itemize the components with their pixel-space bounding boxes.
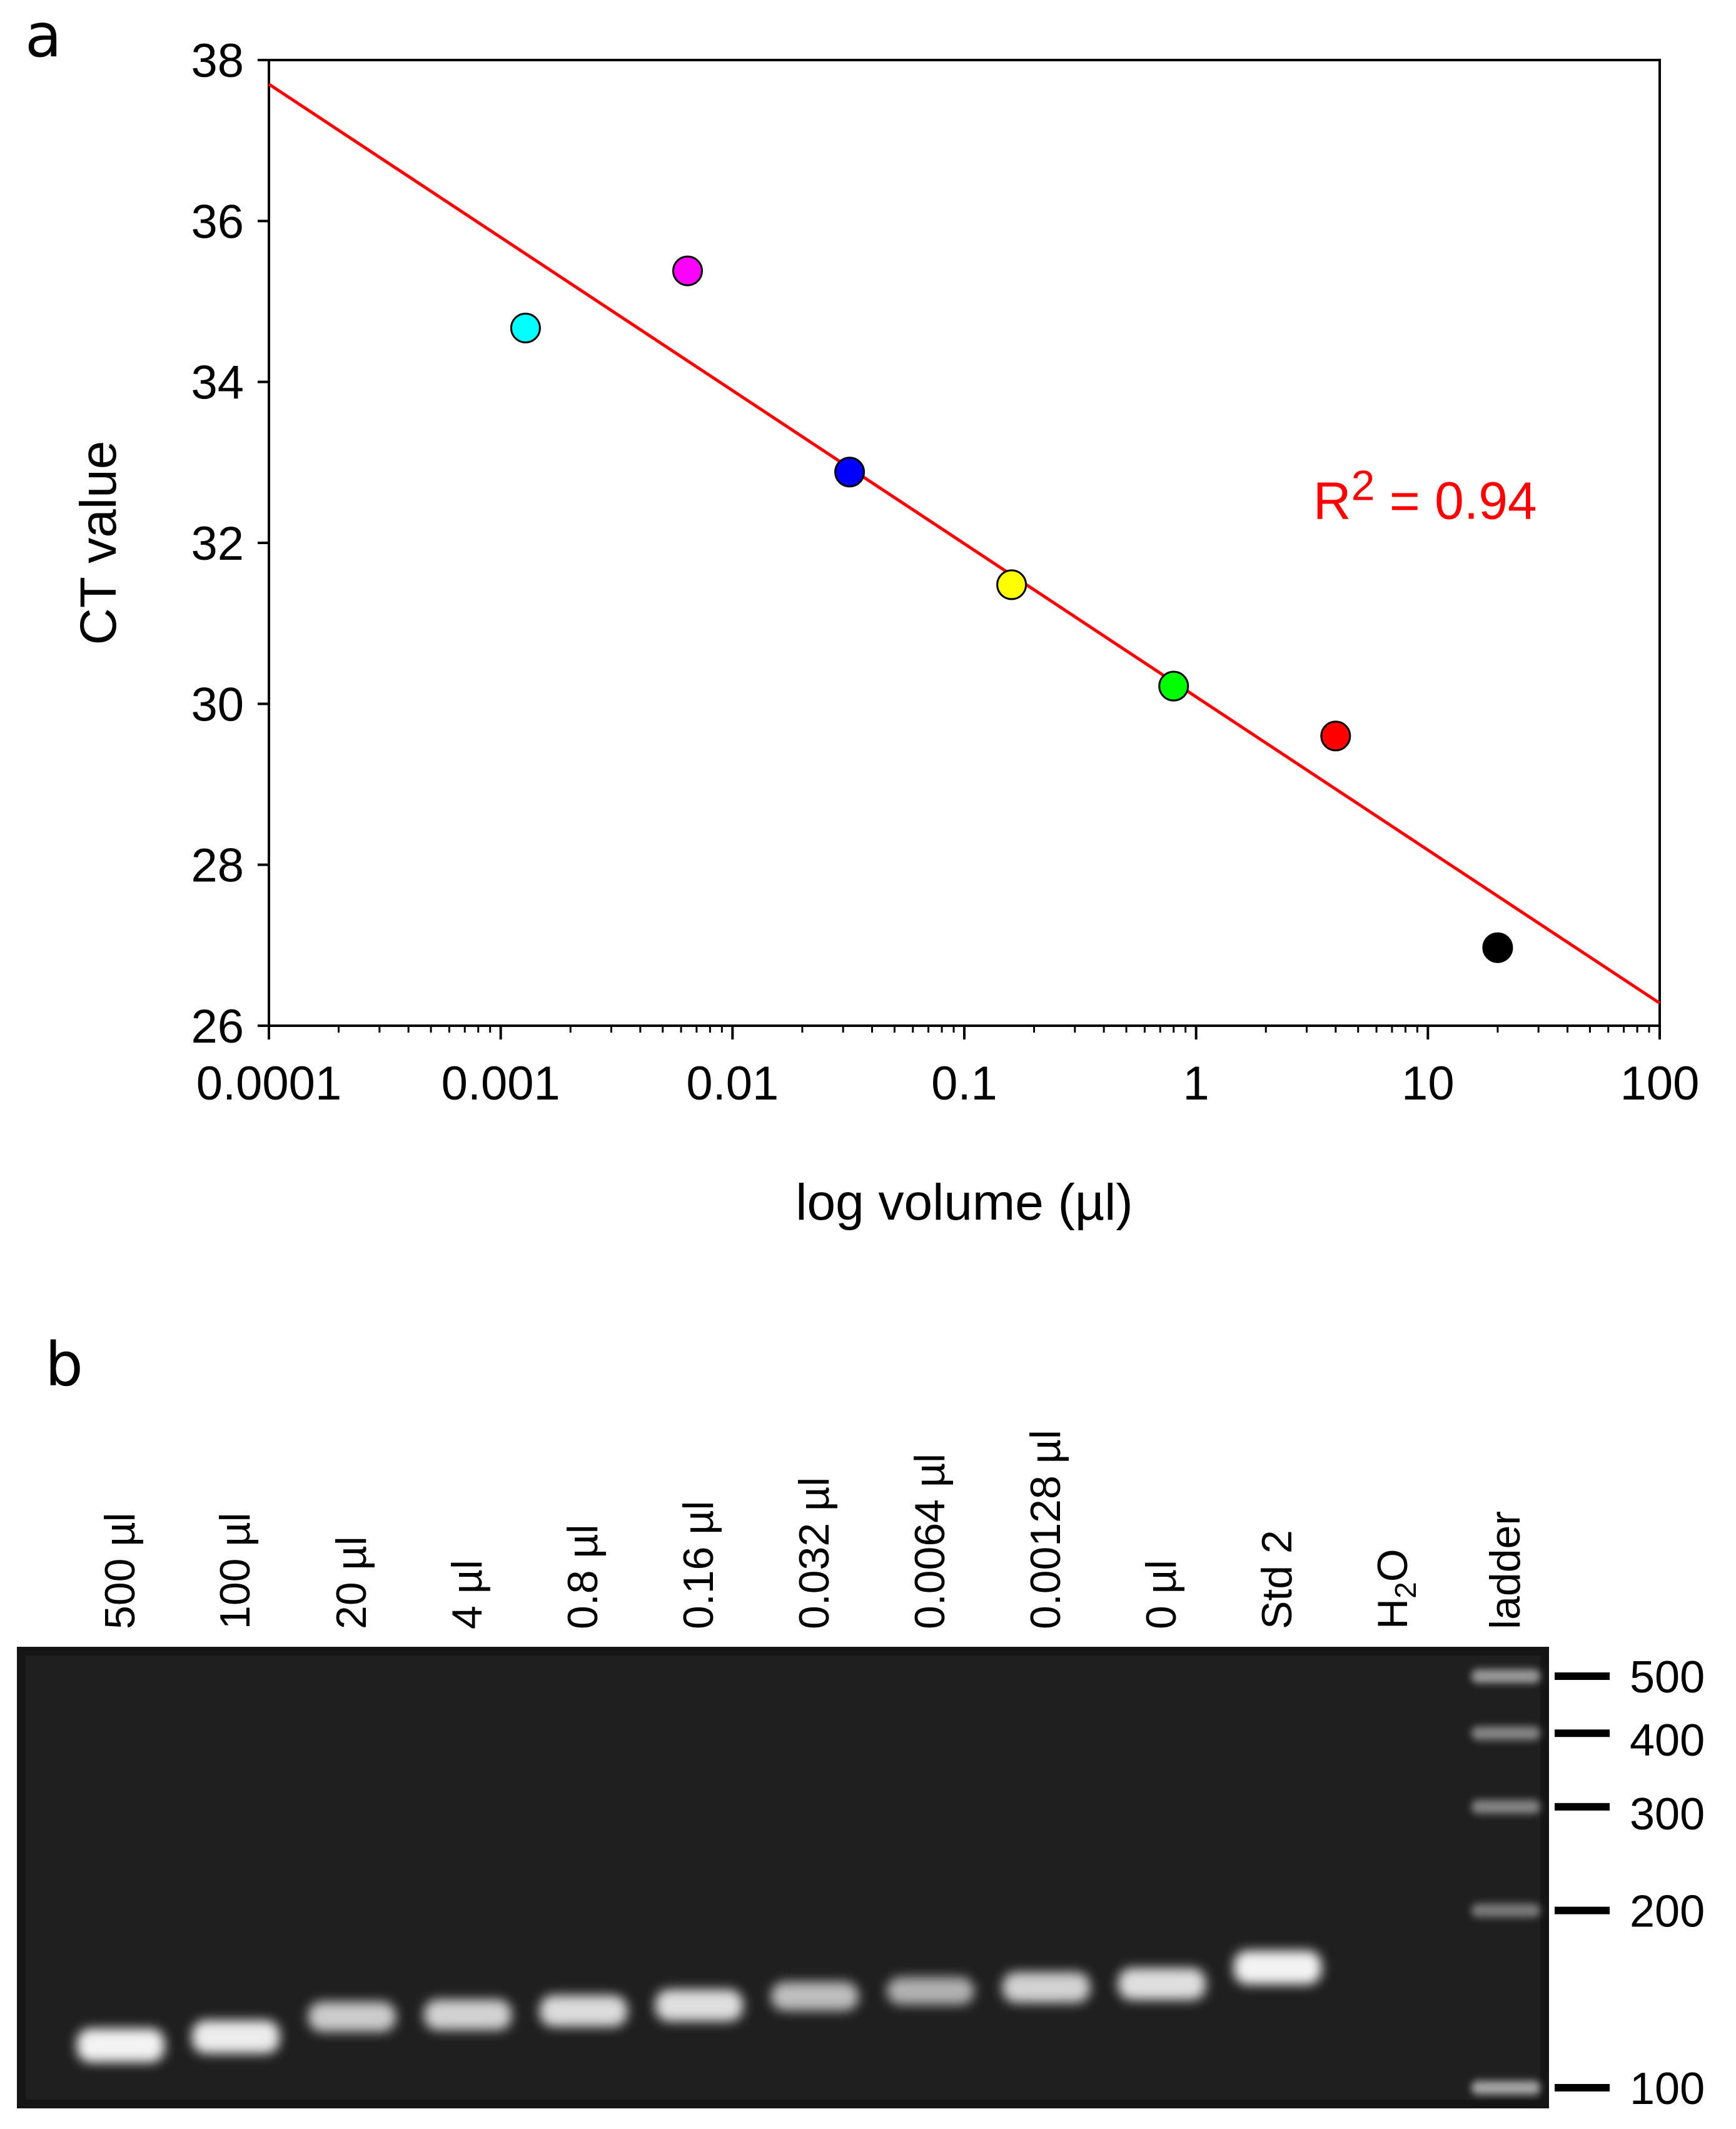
y-tick-label: 36 <box>191 195 244 248</box>
lane-label: 20 µl <box>328 1536 375 1629</box>
x-tick-label: 0.01 <box>686 1057 779 1110</box>
x-tick-label: 0.001 <box>442 1057 560 1110</box>
r-squared-value: = 0.94 <box>1375 471 1537 530</box>
data-points-layer <box>510 255 1513 963</box>
lane-label: 0.00128 µl <box>1022 1430 1069 1629</box>
x-axis: 0.0001 0.001 0.01 0.1 1 10 100 <box>196 1026 1700 1110</box>
size-marker-label: 100 <box>1630 2064 1705 2114</box>
y-tick-label: 30 <box>191 678 244 731</box>
size-marker-dash <box>1555 2084 1610 2091</box>
size-marker-label: 500 <box>1630 1652 1705 1702</box>
y-tick-label: 26 <box>191 1000 244 1053</box>
lane-label: ladder <box>1481 1511 1529 1629</box>
size-marker-dash <box>1555 1803 1610 1811</box>
ladder-band <box>1471 1903 1540 1918</box>
size-marker-label: 200 <box>1630 1887 1705 1937</box>
gel-vignette <box>17 1647 1549 2108</box>
lane-label: 0.16 µl <box>675 1500 722 1629</box>
lane-label-main: H <box>1369 1599 1416 1629</box>
size-marker-dash <box>1555 1906 1610 1914</box>
x-tick-label: 0.1 <box>931 1057 997 1110</box>
regression-line <box>268 83 1661 1005</box>
y-axis-title: CT value <box>70 441 127 645</box>
size-marker-label: 400 <box>1630 1716 1705 1766</box>
y-tick-label: 34 <box>191 357 244 410</box>
data-point <box>996 569 1027 600</box>
lane-label: 0 µl <box>1138 1560 1185 1629</box>
gel-band <box>887 1977 974 2005</box>
panel-a-label: a <box>25 1 62 71</box>
y-tick-label: 38 <box>191 34 244 88</box>
lane-labels: 500 µl 100 µl 20 µl 4 µl 0.8 µl 0.16 µl 0.032 … <box>96 1430 1529 1629</box>
size-marker-dash <box>1555 1729 1610 1737</box>
ladder-band <box>1471 1726 1540 1741</box>
ladder-band <box>1471 2081 1540 2095</box>
gel-band <box>308 2001 396 2032</box>
size-marker-dash <box>1555 1672 1610 1680</box>
lane-label: 100 µl <box>211 1512 259 1629</box>
lane-label: Std 2 <box>1253 1530 1301 1629</box>
x-tick-label: 0.0001 <box>196 1057 341 1110</box>
r-squared-prefix: R <box>1313 471 1351 530</box>
data-point <box>672 255 703 286</box>
lane-label-tail: O <box>1369 1549 1416 1582</box>
gel-band <box>77 2028 164 2063</box>
gel-band <box>1234 1950 1321 1985</box>
lane-label-sub: 2 <box>1390 1582 1423 1599</box>
agarose-gel: 500 µl 100 µl 20 µl 4 µl 0.8 µl 0.16 µl 0.032 … <box>17 1430 1705 2114</box>
gel-band <box>540 1995 627 2027</box>
gel-bands <box>77 1950 1321 2063</box>
ladder-bands <box>1471 1669 1540 2095</box>
data-point <box>1158 670 1189 702</box>
gel-band <box>771 1981 859 2011</box>
y-axis: 26 28 30 32 34 36 38 <box>191 34 269 1053</box>
panel-b-label: b <box>45 1330 83 1400</box>
lane-label: 0.032 µl <box>790 1477 838 1629</box>
x-axis-title: log volume (µl) <box>795 1174 1133 1231</box>
lane-label: 500 µl <box>96 1512 144 1629</box>
lane-label: 0.0064 µl <box>906 1454 954 1629</box>
gel-band <box>1002 1972 1090 2003</box>
gel-band <box>655 1989 743 2021</box>
y-tick-label: 32 <box>191 517 244 570</box>
data-point <box>1482 932 1513 963</box>
fit-line-layer <box>268 83 1661 1005</box>
size-marker-label: 300 <box>1630 1789 1705 1839</box>
x-tick-label: 100 <box>1620 1057 1700 1110</box>
ladder-band <box>1471 1799 1540 1814</box>
data-point <box>1320 721 1351 752</box>
lane-label: 4 µl <box>443 1560 491 1629</box>
x-tick-label: 10 <box>1401 1057 1455 1110</box>
lane-label: 0.8 µl <box>559 1524 607 1629</box>
data-point <box>510 312 541 343</box>
gel-band <box>192 2020 280 2054</box>
r-squared-annotation: R2 = 0.94 <box>1313 462 1537 530</box>
gel-band <box>1118 1968 1206 2000</box>
y-tick-label: 28 <box>191 839 244 893</box>
gel-band <box>424 1999 512 2030</box>
r-squared-superscript: 2 <box>1351 462 1375 509</box>
x-tick-label: 1 <box>1183 1057 1209 1110</box>
ladder-band <box>1471 1669 1540 1683</box>
data-point <box>834 457 865 488</box>
lane-label: H2O <box>1369 1549 1423 1629</box>
size-markers: 500 400 300 200 100 <box>1555 1652 1705 2114</box>
